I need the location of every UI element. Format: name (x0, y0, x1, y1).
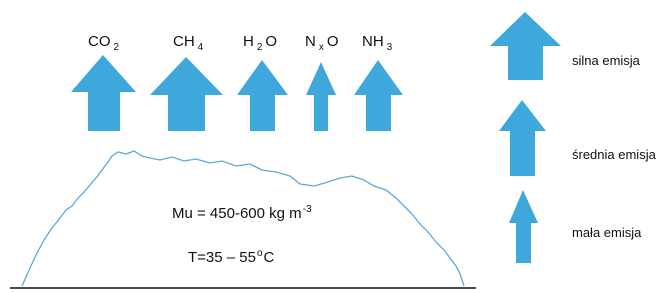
pile-text: Mu = 450-600 kg m (172, 205, 302, 222)
legend-label: silna emisja (572, 53, 641, 68)
arrow-large (150, 57, 223, 131)
arrow-medium (237, 60, 288, 131)
gas-formula: NH (362, 33, 384, 50)
pile-temperature: T=35 – 55oC (188, 248, 275, 266)
legend-arrow-small (509, 190, 538, 263)
legend-arrow-medium (499, 100, 546, 176)
arrow-small (306, 62, 336, 131)
gas-formula: O (265, 33, 277, 50)
pile-superscript: -3 (303, 204, 312, 215)
pile-superscript: o (257, 248, 263, 259)
gas-formula: H (243, 33, 254, 50)
legend-label: mała emisja (572, 225, 642, 240)
gas-formula: CH (173, 33, 195, 50)
gas-formula: O (327, 33, 339, 50)
gas-subscript: 2 (257, 42, 263, 53)
pile-text: T=35 – 55 (188, 249, 256, 266)
legend-label: średnia emisja (572, 147, 657, 162)
gas-subscript: 3 (387, 42, 393, 53)
gas-formula: CO (88, 33, 111, 50)
pile-text: C (264, 249, 275, 266)
arrow-medium (354, 60, 403, 131)
arrow-large (71, 55, 136, 131)
gas-subscript: x (319, 42, 324, 53)
pile-density: Mu = 450-600 kg m-3 (172, 204, 312, 222)
legend-arrow-large (490, 12, 561, 80)
gas-formula: N (305, 33, 316, 50)
gas-subscript: 2 (114, 42, 120, 53)
gas-subscript: 4 (198, 42, 204, 53)
diagram: CO2 CH4 H2O NxO NH3 silna emisja średnia… (0, 0, 662, 293)
